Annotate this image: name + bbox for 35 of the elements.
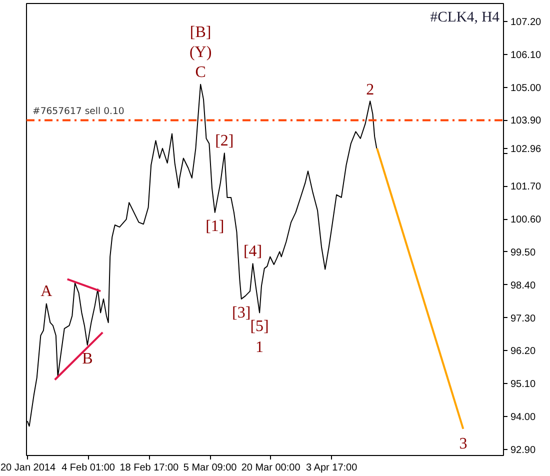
annotation: [3] [232, 304, 251, 322]
y-tick-label: 92.90 [510, 445, 536, 456]
x-tick-label: 18 Feb 17:00 [120, 462, 180, 474]
annotation: [1] [206, 218, 224, 235]
y-tick-label: 96.20 [510, 346, 536, 358]
y-tick-label: 106.10 [510, 50, 542, 61]
y-tick-label: 101.70 [510, 182, 542, 193]
ref-line-label: #7657617 sell 0.10 [32, 106, 124, 118]
x-tick-label: 20 Jan 2014 [0, 462, 56, 474]
annotation: [5] [250, 318, 269, 336]
y-tick-label: 95.10 [510, 379, 536, 390]
annotation: A [40, 283, 53, 300]
annotation: B [82, 350, 93, 368]
y-tick-label: 98.40 [510, 280, 536, 292]
annotation: [2] [215, 132, 234, 150]
y-tick-label: 102.96 [510, 144, 542, 155]
x-tick-label: 3 Apr 17:00 [306, 462, 358, 474]
y-tick-label: 103.90 [510, 116, 542, 127]
x-tick-label: 4 Feb 01:00 [62, 462, 116, 474]
annotation: [4] [243, 243, 262, 260]
y-tick-label: 94.00 [510, 412, 536, 424]
x-tick-label: 5 Mar 09:00 [183, 462, 238, 474]
annotation: [B] [190, 24, 212, 41]
y-tick-label: 107.20 [510, 16, 542, 28]
annotation: 3 [459, 435, 468, 452]
x-tick-label: 20 Mar 00:00 [241, 462, 301, 474]
y-tick-label: 105.00 [510, 82, 542, 94]
annotation: C [195, 64, 206, 81]
annotation: 1 [256, 339, 264, 356]
y-tick-label: 97.30 [510, 313, 536, 324]
annotation: 2 [366, 82, 374, 99]
y-tick-label: 99.50 [510, 247, 536, 258]
chart-title: #CLK4, H4 [430, 10, 500, 26]
y-tick-label: 100.60 [510, 214, 542, 226]
annotation: (Y) [189, 44, 212, 61]
